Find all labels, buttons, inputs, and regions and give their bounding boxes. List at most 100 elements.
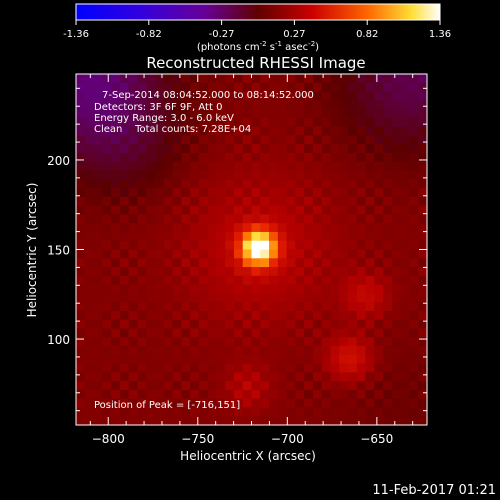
heatmap-cell <box>304 205 314 215</box>
heatmap-cell <box>242 126 252 136</box>
heatmap-cell <box>181 188 191 198</box>
heatmap-cell <box>198 337 209 347</box>
heatmap-cell <box>216 91 226 101</box>
heatmap-cell <box>409 398 419 408</box>
heatmap-cell <box>181 407 191 417</box>
heatmap-cell <box>128 135 138 145</box>
heatmap-cell <box>119 152 130 163</box>
heatmap-cell <box>172 205 182 215</box>
heatmap-cell <box>119 249 130 259</box>
heatmap-cell <box>339 135 349 145</box>
heatmap-cell <box>374 170 384 180</box>
heatmap-cell <box>84 170 94 180</box>
heatmap-cell <box>198 267 209 277</box>
heatmap-cell <box>163 416 173 426</box>
heatmap-cell <box>172 354 182 364</box>
heatmap-cell <box>286 267 296 277</box>
heatmap-cell <box>418 214 428 224</box>
heatmap-cell <box>207 346 217 356</box>
heatmap-cell <box>233 117 244 128</box>
heatmap-cell <box>321 161 331 171</box>
heatmap-cell <box>286 354 296 364</box>
heatmap-cell <box>216 328 226 338</box>
heatmap-cell <box>286 152 296 163</box>
heatmap-cell <box>409 372 419 382</box>
heatmap-cell <box>198 398 209 408</box>
heatmap-cell <box>321 416 331 426</box>
heatmap-cell <box>339 100 349 110</box>
heatmap-cell <box>102 179 112 189</box>
heatmap-cell <box>233 407 244 417</box>
heatmap-cell <box>339 82 349 92</box>
heatmap-cell <box>190 152 200 163</box>
heatmap-cell <box>409 82 419 92</box>
heatmap-cell <box>374 346 384 356</box>
heatmap-cell <box>163 372 173 382</box>
heatmap-cell <box>233 179 244 189</box>
heatmap-cell <box>374 161 384 171</box>
heatmap-cell <box>365 398 375 408</box>
heatmap-cell <box>225 161 235 171</box>
heatmap-cell <box>137 416 147 426</box>
heatmap-cell <box>119 117 130 128</box>
heatmap-cell <box>374 231 384 242</box>
heatmap-cell <box>304 249 314 259</box>
heatmap-cell <box>321 231 331 242</box>
heatmap-cell <box>374 389 384 400</box>
heatmap-cell <box>400 82 410 92</box>
heatmap-cell <box>330 117 340 128</box>
heatmap-cell <box>181 179 191 189</box>
heatmap-cell <box>119 284 130 294</box>
heatmap-cell <box>111 152 121 163</box>
heatmap-cell <box>348 240 358 250</box>
heatmap-cell <box>348 126 358 136</box>
heatmap-cell <box>391 346 402 356</box>
heatmap-cell <box>233 214 244 224</box>
heatmap-cell <box>286 240 296 250</box>
heatmap-cell <box>163 91 173 101</box>
heatmap-cell <box>365 223 375 233</box>
heatmap-cell <box>233 363 244 373</box>
heatmap-cell <box>277 284 288 294</box>
heatmap-cell <box>348 179 358 189</box>
heatmap-cell <box>242 258 252 268</box>
heatmap-cell <box>312 302 323 312</box>
heatmap-cell <box>418 337 428 347</box>
heatmap-cell <box>111 144 121 154</box>
heatmap-cell <box>190 91 200 101</box>
colorbar-tick-label: -1.36 <box>63 29 89 40</box>
heatmap-cell <box>269 381 279 391</box>
heatmap-cell <box>295 302 305 312</box>
heatmap-cell <box>181 302 191 312</box>
heatmap-cell <box>348 109 358 119</box>
heatmap-cell <box>111 109 121 119</box>
heatmap-cell <box>181 337 191 347</box>
heatmap-cell <box>418 258 428 268</box>
heatmap-cell <box>84 363 94 373</box>
heatmap-cell <box>146 152 156 163</box>
heatmap-cell <box>365 319 375 329</box>
heatmap-cell <box>216 389 226 400</box>
heatmap-cell <box>84 319 94 329</box>
heatmap-cell <box>128 284 138 294</box>
heatmap-cell <box>190 214 200 224</box>
heatmap-cell <box>119 196 130 207</box>
heatmap-cell <box>163 74 173 84</box>
heatmap-cell <box>84 223 94 233</box>
heatmap-cell <box>233 319 244 329</box>
heatmap-cell <box>269 144 279 154</box>
heatmap-cell <box>409 267 419 277</box>
heatmap-cell <box>111 302 121 312</box>
heatmap-cell <box>374 310 384 321</box>
heatmap-cell <box>383 91 393 101</box>
heatmap-cell <box>137 240 147 250</box>
heatmap-cell <box>391 196 402 207</box>
heatmap-cell <box>76 258 86 268</box>
heatmap-cell <box>181 258 191 268</box>
heatmap-cell <box>286 249 296 259</box>
heatmap-cell <box>233 91 244 101</box>
heatmap-cell <box>277 214 288 224</box>
heatmap-cell <box>365 389 375 400</box>
heatmap-cell <box>304 258 314 268</box>
heatmap-cell <box>374 267 384 277</box>
